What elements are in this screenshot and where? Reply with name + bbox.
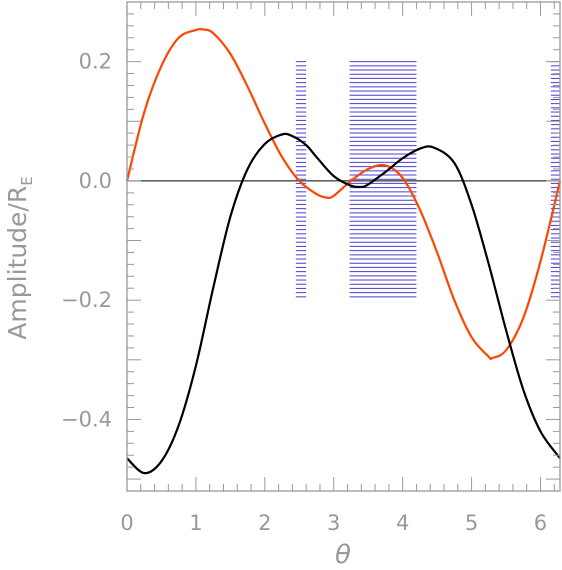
y-axis-title-subscript: E [18,176,36,185]
hatched-band-1 [349,61,417,298]
x-tick-label: 1 [189,511,202,535]
y-tick-label: −0.4 [61,407,112,431]
hatched-band-0 [295,61,307,298]
series-line-0 [125,27,562,361]
y-tick-label: −0.2 [61,288,112,312]
series-layer [125,27,562,475]
y-axis-title-group: Amplitude/RE [3,176,36,339]
x-axis-title: θ [335,540,351,570]
y-axis-title: Amplitude/RE [3,176,36,339]
y-tick-label: 0.0 [79,169,112,193]
x-tick-label: 6 [534,511,547,535]
hatched-bands [295,61,560,298]
tick-labels: 0 1 2 3 4 5 6 0.2 0.0 −0.2 −0.4 [61,50,547,535]
x-tick-label: 2 [258,511,271,535]
x-tick-label: 4 [396,511,409,535]
plot-frame [126,1,561,492]
x-tick-label: 3 [327,511,340,535]
x-tick-label: 5 [465,511,478,535]
y-tick-label: 0.2 [79,50,112,74]
y-axis-title-main: Amplitude/R [3,186,32,340]
axis-ticks [126,2,560,491]
x-tick-label: 0 [120,511,133,535]
series-line-1 [126,132,561,475]
hatched-band-2 [550,61,560,298]
